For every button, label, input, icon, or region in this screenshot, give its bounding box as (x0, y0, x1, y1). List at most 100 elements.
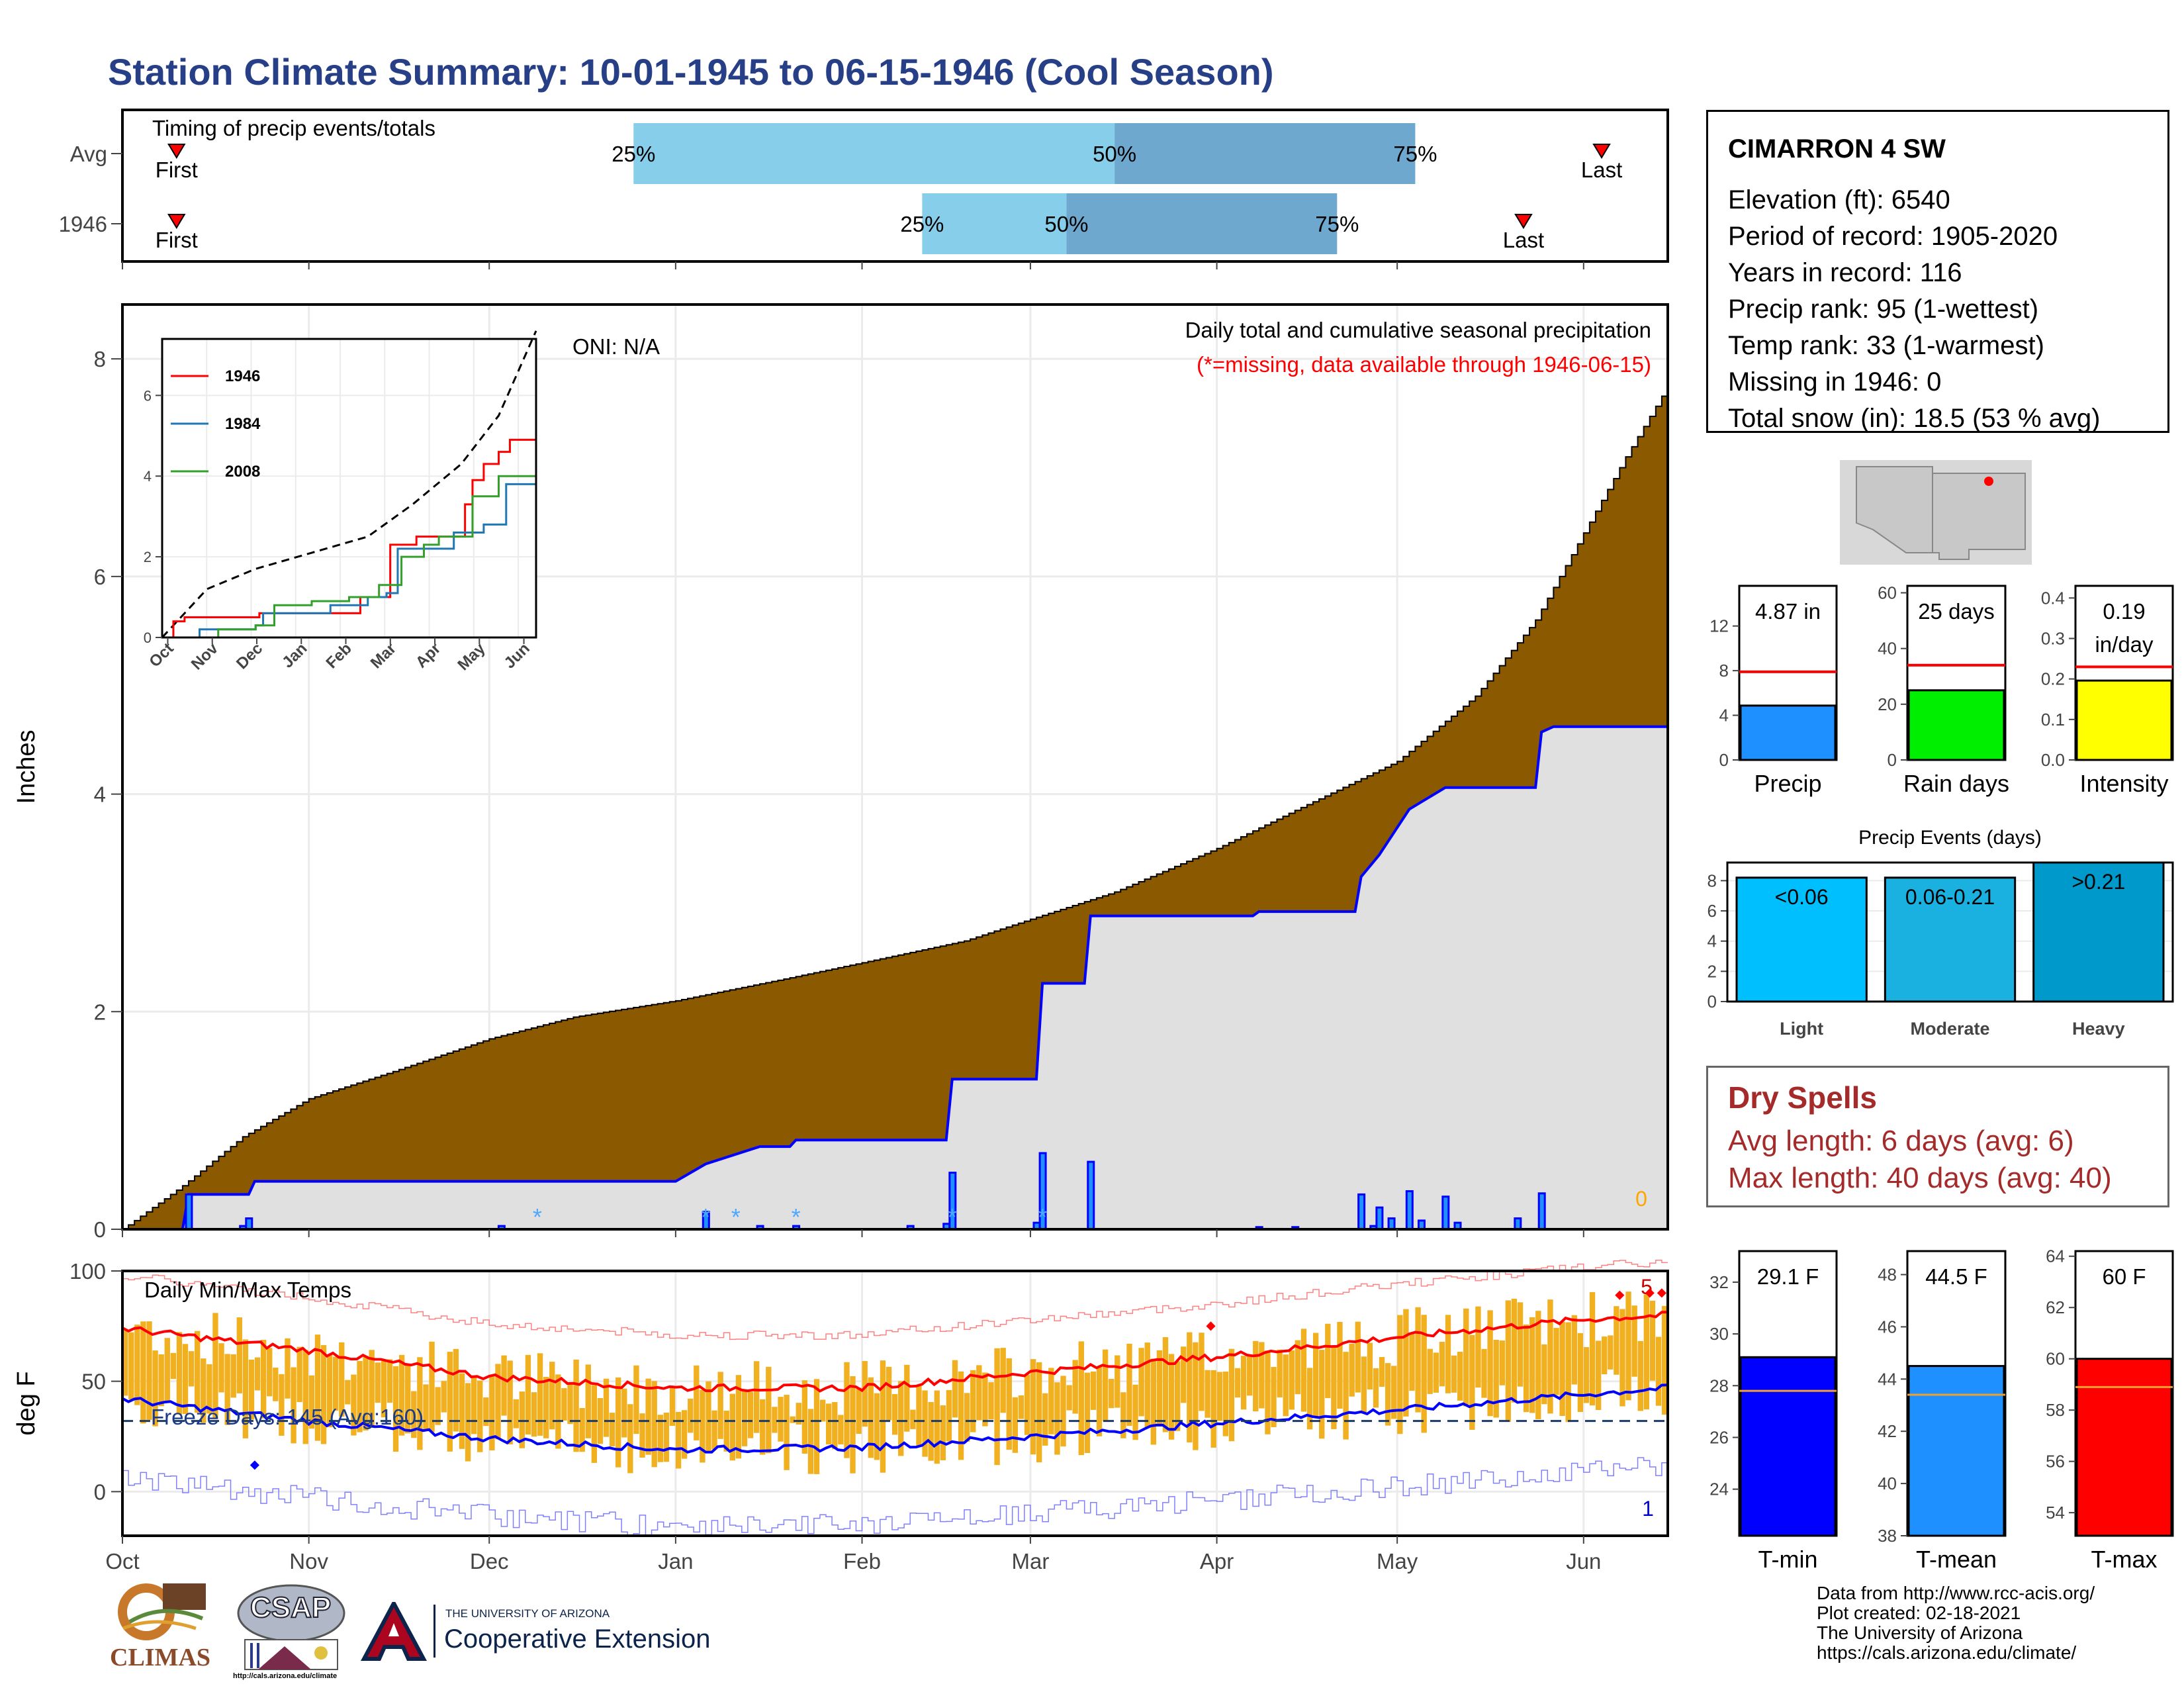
temp-daily-bar-179 (1199, 1333, 1205, 1411)
temp-daily-bar-70 (543, 1376, 549, 1438)
timing-p50-0: 50% (1093, 142, 1136, 166)
temp-daily-bar-137 (946, 1389, 952, 1442)
temp-daily-bar-32 (314, 1335, 321, 1441)
dry-spells-avg: Avg length: 6 days (avg: 6) (1728, 1125, 2074, 1157)
tmin-ytick-label-0: 24 (1709, 1479, 1729, 1499)
temp-daily-bar-138 (952, 1360, 958, 1418)
temp-daily-bar-256 (1661, 1305, 1668, 1415)
precip-daily-bar-0 (185, 1193, 193, 1231)
tmin-ytick-label-4: 32 (1709, 1272, 1729, 1292)
temp-daily-bar-65 (513, 1399, 519, 1429)
temp-daily-bar-53 (441, 1381, 447, 1413)
temp-daily-bar-100 (723, 1411, 729, 1452)
csap-url: http://cals.arizona.edu/climate (233, 1672, 338, 1680)
temp-daily-bar-214 (1409, 1334, 1415, 1391)
temp-daily-bar-50 (423, 1384, 429, 1431)
tmin-value-label: 29.1 F (1757, 1264, 1819, 1289)
precip-daily-bar-21 (1441, 1196, 1450, 1231)
temp-daily-bar-230 (1505, 1300, 1512, 1423)
temp-daily-bar-120 (844, 1362, 850, 1458)
temp-daily-bar-81 (609, 1413, 615, 1447)
tmax-ytick-label-4: 62 (2046, 1297, 2065, 1317)
temp-daily-bar-121 (850, 1376, 856, 1474)
inset-legend-label-0: 1946 (225, 367, 260, 385)
temp-daily-bar-45 (392, 1366, 399, 1452)
precip-total-ytick-label-3: 12 (1709, 616, 1729, 636)
temp-ytick-label-1: 50 (81, 1370, 106, 1394)
rain-days-ytick-label-0: 0 (1888, 750, 1897, 770)
temp-daily-bar-161 (1090, 1371, 1097, 1410)
temp-daily-bar-219 (1439, 1341, 1445, 1387)
temp-daily-bar-90 (663, 1413, 670, 1462)
temp-daily-bar-229 (1499, 1340, 1505, 1385)
precip-events-cat-0: Light (1780, 1019, 1823, 1039)
precip-total-ytick-label-1: 4 (1719, 706, 1729, 726)
precip-ytick-label-4: 8 (94, 347, 106, 371)
timing-last-label-0: Last (1581, 158, 1622, 182)
temp-daily-bar-203 (1343, 1352, 1349, 1440)
intensity-panel: 0.0 0.1 0.2 0.3 0.4 0.19 in/day Intensity (2041, 585, 2174, 797)
precip-title: Daily total and cumulative seasonal prec… (1185, 318, 1651, 342)
temp-daily-bar-73 (561, 1388, 567, 1421)
precip-events-bar-1 (1884, 876, 2017, 1003)
temp-daily-bar-59 (477, 1380, 483, 1452)
tmin-ytick-label-3: 30 (1709, 1324, 1729, 1344)
temp-daily-bar-38 (351, 1374, 357, 1436)
temp-daily-bar-143 (982, 1372, 988, 1427)
temp-daily-bar-227 (1487, 1310, 1493, 1417)
precip-ytick-label-3: 6 (94, 565, 106, 589)
temp-daily-bar-41 (369, 1350, 375, 1427)
temp-daily-bar-191 (1271, 1366, 1277, 1427)
temp-daily-bar-12 (195, 1331, 201, 1413)
temp-daily-bar-252 (1637, 1340, 1643, 1411)
temp-daily-bar-211 (1391, 1366, 1397, 1419)
precip-total-name: Precip (1754, 770, 1821, 797)
temp-frame (121, 1270, 1669, 1537)
temp-daily-bar-180 (1205, 1370, 1210, 1418)
csap-logo: CSAP http://cals.arizona.edu/climate (232, 1583, 351, 1683)
temp-daily-bar-204 (1349, 1343, 1355, 1397)
inset-legend-label-1: 1984 (225, 415, 261, 433)
temp-daily-bar-255 (1655, 1336, 1662, 1406)
temp-daily-bar-139 (958, 1371, 964, 1460)
temp-daily-bar-225 (1475, 1306, 1481, 1388)
inset-series-line-0 (162, 438, 536, 639)
footer-credits: Data from http://www.rcc-acis.org/Plot c… (1817, 1583, 2095, 1663)
temp-daily-bar-0 (122, 1329, 128, 1396)
timing-p25-0: 25% (612, 142, 655, 166)
precip-events-cat-1: Moderate (1910, 1019, 1989, 1039)
tmax-value-label: 60 F (2102, 1264, 2146, 1289)
temp-daily-bar-235 (1535, 1311, 1541, 1420)
temp-daily-bar-31 (308, 1375, 315, 1429)
intensity-ytick-label-3: 0.3 (2041, 629, 2065, 649)
temp-daily-bar-155 (1054, 1382, 1060, 1455)
temp-xtick-label-8: Jun (1566, 1549, 1601, 1573)
temp-daily-bar-152 (1036, 1362, 1042, 1463)
temp-daily-bar-99 (717, 1372, 723, 1439)
temp-daily-bar-164 (1109, 1379, 1115, 1409)
temp-daily-bar-46 (398, 1354, 405, 1436)
temp-daily-bar-72 (555, 1374, 561, 1449)
temp-daily-bar-182 (1216, 1372, 1222, 1421)
temp-daily-bar-242 (1577, 1333, 1584, 1412)
intensity-value-label: 0.19 (2103, 599, 2145, 624)
temp-daily-bar-37 (345, 1380, 351, 1405)
inset-ytick-label-0: 0 (144, 630, 152, 646)
temp-xtick-label-5: Mar (1012, 1549, 1050, 1573)
temp-daily-bar-201 (1331, 1346, 1337, 1429)
temp-daily-bar-216 (1421, 1315, 1427, 1433)
precip-events-ytick-label-3: 6 (1707, 901, 1717, 921)
temp-daily-bar-159 (1078, 1341, 1084, 1456)
temp-daily-bar-106 (760, 1399, 766, 1455)
footer-line-3: https://cals.arizona.edu/climate/ (1817, 1642, 2077, 1663)
dry-spells-box: Dry Spells Avg length: 6 days (avg: 6) M… (1706, 1066, 2169, 1207)
intensity-ytick-label-1: 0.1 (2041, 710, 2065, 729)
precip-daily-bar-2 (245, 1217, 253, 1231)
station-line-6: Total snow (in): 18.5 (53 % avg) (1728, 404, 2101, 433)
temp-daily-bar-200 (1325, 1323, 1331, 1399)
precip-chart: * * * * * * 0 2 4 6 8 Inches Daily total and cumulat… (13, 303, 1669, 1242)
temp-daily-bar-144 (988, 1382, 994, 1420)
temp-daily-bar-108 (772, 1407, 778, 1433)
precip-total-ytick-label-0: 0 (1719, 750, 1729, 770)
